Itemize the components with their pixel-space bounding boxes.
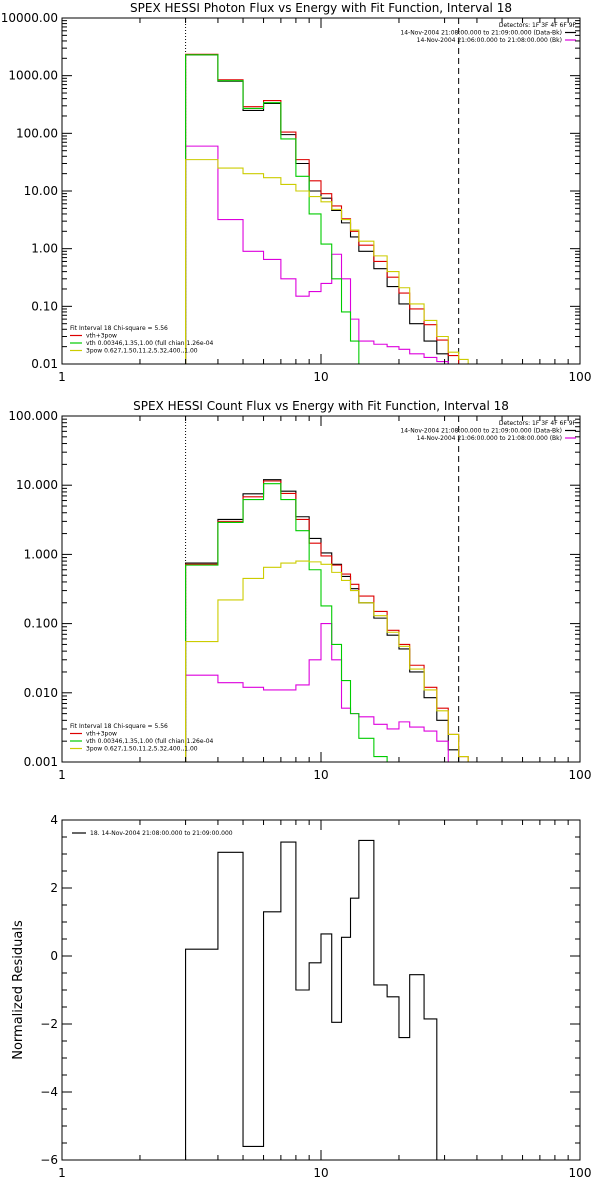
y-tick-label: 10000.00 — [1, 11, 58, 25]
chart-panel-1: SPEX HESSI Photon Flux vs Energy with Fi… — [1, 1, 592, 384]
y-axis: 0.01 0.10 1.00 10.00 100.00 1000.00 10000.00 — [1, 11, 580, 371]
y-tick-label: 0 — [50, 949, 58, 963]
legend: 18. 14-Nov-2004 21:08:00.000 to 21:09:00… — [72, 830, 233, 837]
y-tick-label: 100.000 — [8, 409, 58, 423]
legend-title: Fit Interval 18 Chi-square = 5.56 — [70, 325, 168, 332]
y-tick-label: 10.000 — [16, 478, 58, 492]
x-tick-label: 10 — [313, 1166, 328, 1180]
info-line: Detectors: 1F 3F 4F 6F 9F — [499, 22, 577, 29]
y-tick-label: −6 — [40, 1153, 58, 1167]
x-tick-label: 1 — [58, 1166, 66, 1180]
series-3pow-line — [185, 560, 469, 762]
y-tick-label: 4 — [50, 813, 58, 827]
legend: Fit Interval 18 Chi-square = 5.56vth+3po… — [70, 723, 214, 753]
series-bk-line — [185, 623, 460, 762]
x-axis: 1 10 100 — [58, 416, 591, 782]
series-data-bk-line — [185, 54, 449, 364]
y-tick-label: −2 — [40, 1017, 58, 1031]
y-tick-label: 0.010 — [24, 686, 58, 700]
y-tick-label: 10.00 — [24, 184, 58, 198]
legend-entry: 18. 14-Nov-2004 21:08:00.000 to 21:09:00… — [90, 830, 233, 837]
y-tick-label: 1.00 — [31, 242, 58, 256]
x-tick-label: 10 — [313, 370, 328, 384]
y-axis: −6 −4 −2 0 2 4 — [40, 813, 580, 1167]
series-vth-3pow-line — [185, 480, 469, 762]
legend-title: Fit Interval 18 Chi-square = 5.56 — [70, 723, 168, 730]
y-tick-label: 100.00 — [16, 126, 58, 140]
series-3pow-line — [185, 159, 478, 364]
y-tick-label: 0.10 — [31, 299, 58, 313]
series-18-14-nov-2004-21-08-00-000-to-21-09-00-000-line — [185, 839, 459, 1160]
y-axis-label: Normalized Residuals — [11, 920, 26, 1060]
series-vth-3pow-line — [185, 53, 460, 364]
legend-entry: 3pow 0.627,1.50,11.2,5.32,400.,1.00 — [86, 348, 198, 355]
y-tick-label: 0.100 — [24, 617, 58, 631]
legend-entry: vth+3pow — [86, 333, 117, 340]
info-line: 14-Nov-2004 21:06:00.000 to 21:08:00.000… — [417, 435, 562, 442]
y-tick-label: 0.01 — [31, 357, 58, 371]
chart-panel-3: Normalized Residuals 1 10 100 −6 −4 −2 0 2 4 18. 1… — [11, 813, 591, 1180]
legend-entry: vth 0.00346,1.35,1.00 (full chian 1.26e-… — [86, 340, 214, 347]
info-line: Detectors: 1F 3F 4F 6F 9F — [499, 420, 577, 427]
y-axis: 0.001 0.010 0.100 1.000 10.000 100.000 — [8, 409, 580, 769]
x-tick-label: 10 — [313, 768, 328, 782]
plot-frame — [61, 819, 581, 1161]
series-vth-line — [185, 54, 375, 364]
legend: Fit Interval 18 Chi-square = 5.56vth+3po… — [70, 325, 214, 355]
chart-title: SPEX HESSI Count Flux vs Energy with Fit… — [133, 399, 509, 413]
x-tick-label: 100 — [569, 1166, 592, 1180]
y-tick-label: 0.001 — [24, 755, 58, 769]
plot-area — [185, 416, 469, 762]
chart-title: SPEX HESSI Photon Flux vs Energy with Fi… — [130, 1, 512, 15]
chart-panel-2: SPEX HESSI Count Flux vs Energy with Fit… — [8, 399, 591, 782]
info-line: 14-Nov-2004 21:08:00.000 to 21:09:00.000… — [400, 30, 562, 37]
info-line: 14-Nov-2004 21:08:00.000 to 21:09:00.000… — [400, 428, 562, 435]
legend-entry: 3pow 0.627,1.50,11.2,5.32,400.,1.00 — [86, 746, 198, 753]
y-tick-label: 2 — [50, 881, 58, 895]
plot-area — [185, 839, 459, 1160]
y-tick-label: −4 — [40, 1085, 58, 1099]
x-axis: 1 10 100 — [58, 820, 591, 1180]
series-vth-line — [185, 483, 388, 762]
y-tick-label: 1.000 — [24, 547, 58, 561]
x-tick-label: 100 — [569, 370, 592, 384]
y-tick-label: 1000.00 — [8, 69, 58, 83]
x-tick-label: 100 — [569, 768, 592, 782]
x-tick-label: 1 — [58, 370, 66, 384]
series-bk-line — [185, 145, 460, 364]
x-axis: 1 10 100 — [58, 18, 591, 384]
legend-entry: vth+3pow — [86, 731, 117, 738]
legend-entry: vth 0.00346,1.35,1.00 (full chian 1.26e-… — [86, 738, 214, 745]
x-tick-label: 1 — [58, 768, 66, 782]
plot-area — [185, 18, 478, 364]
info-line: 14-Nov-2004 21:06:00.000 to 21:08:00.000… — [417, 37, 562, 44]
